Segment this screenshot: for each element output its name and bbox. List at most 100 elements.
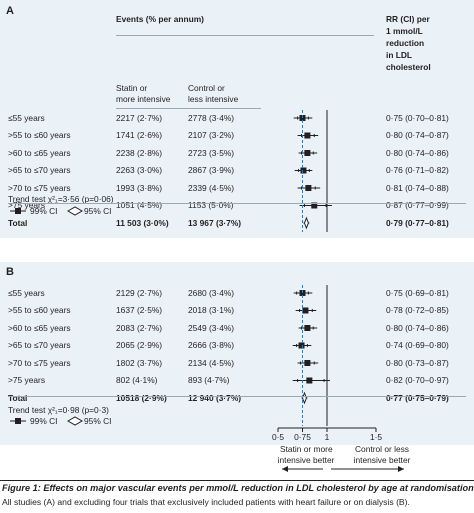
row-label: >60 to ≤65 years xyxy=(8,147,71,158)
legend-95-diamond xyxy=(66,206,84,216)
favours-left-line-2: intensive better xyxy=(277,455,335,465)
row-rr-text: 0·76 (0·71–0·82) xyxy=(386,165,449,175)
point-estimate-square xyxy=(305,185,312,191)
favours-left-line-1: Statin or more xyxy=(280,444,333,454)
row-label: >70 to ≤75 years xyxy=(8,357,71,368)
favours-left-arrowhead xyxy=(282,466,288,472)
row-label: ≤55 years xyxy=(8,112,45,123)
column-header-rule xyxy=(116,108,261,109)
row-label: >55 to ≤60 years xyxy=(8,130,71,140)
caption-body: All studies (A) and excluding four trial… xyxy=(2,497,410,507)
caption-title: Figure 1: Effects on major vascular even… xyxy=(2,483,474,494)
row-rr-text: 0·78 (0·72–0·85) xyxy=(386,305,449,315)
row-label: Total xyxy=(8,217,28,228)
x-axis-tick-label: 1·5 xyxy=(369,432,383,442)
caption-title-text: Effects on major vascular events per mmo… xyxy=(43,483,474,493)
row-rr-text: 0·80 (0·74–0·86) xyxy=(386,147,449,158)
panel-b-legend-95-label: 95% CI xyxy=(84,416,112,426)
row-statin-events: 10518 (2·9%) xyxy=(116,392,167,403)
row-label: >75 years xyxy=(8,200,46,210)
row-statin-events: 802 (4·1%) xyxy=(116,375,158,385)
row-rr-text: 0·80 (0·73–0·87) xyxy=(386,357,449,368)
row-statin-events: 1993 (3·8%) xyxy=(116,182,163,193)
total-diamond xyxy=(303,216,309,230)
rr-header-line-3: reduction xyxy=(386,38,425,48)
panel-a-legend-95-label: 95% CI xyxy=(84,206,112,216)
panel-a-trend-test: Trend test χ²₁=3·56 (p=0·06) xyxy=(8,194,114,204)
favours-right-line-2: intensive better xyxy=(353,455,411,465)
row-control-events: 12 940 (3·7%) xyxy=(188,392,242,403)
point-estimate-square xyxy=(304,150,311,156)
row-control-events: 2107 (3·2%) xyxy=(188,130,235,140)
row-statin-events: 2263 (3·0%) xyxy=(116,165,163,175)
row-statin-events: 1741 (2·6%) xyxy=(116,130,163,140)
row-control-events: 2018 (3·1%) xyxy=(188,305,235,315)
row-label: Total xyxy=(8,392,28,403)
row-control-events: 2339 (4·5%) xyxy=(188,182,235,193)
panel-b-letter: B xyxy=(6,266,14,278)
panel-b-legend-99-label: 99% CI xyxy=(30,416,58,426)
row-rr-text: 0·75 (0·70–0·81) xyxy=(386,112,449,123)
x-axis-tick-label: 0·5 xyxy=(271,432,285,442)
row-rr-text: 0·80 (0·74–0·86) xyxy=(386,322,449,333)
row-label: >55 to ≤60 years xyxy=(8,305,71,315)
panel-a-legend-99-label: 99% CI xyxy=(30,206,58,216)
panel-a xyxy=(0,0,474,238)
legend-99-square xyxy=(15,418,21,424)
row-control-events: 2549 (3·4%) xyxy=(188,322,235,333)
row-statin-events: 11 503 (3·0%) xyxy=(116,217,169,228)
point-estimate-square xyxy=(304,360,311,366)
row-statin-events: 2238 (2·8%) xyxy=(116,147,163,158)
row-label: >70 to ≤75 years xyxy=(8,182,71,193)
row-statin-events: 2065 (2·9%) xyxy=(116,340,163,350)
row-rr-text: 0·74 (0·69–0·80) xyxy=(386,340,449,350)
favours-right-line-1: Control or less xyxy=(355,444,409,454)
row-rr-text: 0·87 (0·77–0·99) xyxy=(386,200,449,210)
row-label: >65 to ≤70 years xyxy=(8,340,71,350)
caption-figure-label: Figure 1: xyxy=(2,483,41,493)
row-statin-events: 2129 (2·7%) xyxy=(116,287,163,298)
events-header: Events (% per annum) xyxy=(116,14,204,24)
panel-b xyxy=(0,262,474,445)
panel-a-letter: A xyxy=(6,5,14,17)
row-label: >60 to ≤65 years xyxy=(8,322,71,333)
row-statin-events: 1802 (3·7%) xyxy=(116,357,163,368)
point-estimate-square xyxy=(306,377,313,384)
row-rr-text: 0·77 (0·75–0·79) xyxy=(386,392,449,403)
panel-b-trend-test: Trend test χ²₁=0·98 (p=0·3) xyxy=(8,405,109,415)
point-estimate-square xyxy=(304,132,311,139)
row-control-events: 2867 (3·9%) xyxy=(188,165,235,175)
total-diamond xyxy=(301,391,307,405)
row-rr-text: 0·82 (0·70–0·97) xyxy=(386,375,449,385)
row-control-events: 2723 (3·5%) xyxy=(188,147,235,158)
point-estimate-square xyxy=(304,325,311,331)
row-rr-text: 0·75 (0·69–0·81) xyxy=(386,287,449,298)
row-rr-text: 0·79 (0·77–0·81) xyxy=(386,217,449,228)
row-control-events: 1153 (5·0%) xyxy=(188,200,234,210)
row-control-events: 2666 (3·8%) xyxy=(188,340,235,350)
row-label: >75 years xyxy=(8,375,46,385)
row-control-events: 13 967 (3·7%) xyxy=(188,217,242,228)
row-rr-text: 0·81 (0·74–0·88) xyxy=(386,182,449,193)
row-label: ≤55 years xyxy=(8,287,45,298)
point-estimate-square xyxy=(311,202,318,209)
row-rr-text: 0·80 (0·74–0·87) xyxy=(386,130,449,140)
legend-95-diamond xyxy=(66,416,84,426)
favours-right-arrowhead xyxy=(398,466,404,472)
figure-bottom-rule xyxy=(0,480,474,481)
row-control-events: 893 (4·7%) xyxy=(188,375,230,385)
total-separator-rule xyxy=(8,203,466,204)
point-estimate-square xyxy=(298,342,305,349)
x-axis-tick-label: 1 xyxy=(324,432,330,442)
row-label: >65 to ≤70 years xyxy=(8,165,71,175)
legend-99-square xyxy=(15,208,21,214)
rr-header-line-2: 1 mmol/L xyxy=(386,26,423,36)
row-control-events: 2680 (3·4%) xyxy=(188,287,235,298)
point-estimate-square xyxy=(302,307,309,314)
row-control-events: 2134 (4·5%) xyxy=(188,357,235,368)
row-control-events: 2778 (3·4%) xyxy=(188,112,235,123)
point-estimate-square xyxy=(300,167,307,174)
x-axis-tick-label: 0·75 xyxy=(294,432,311,442)
